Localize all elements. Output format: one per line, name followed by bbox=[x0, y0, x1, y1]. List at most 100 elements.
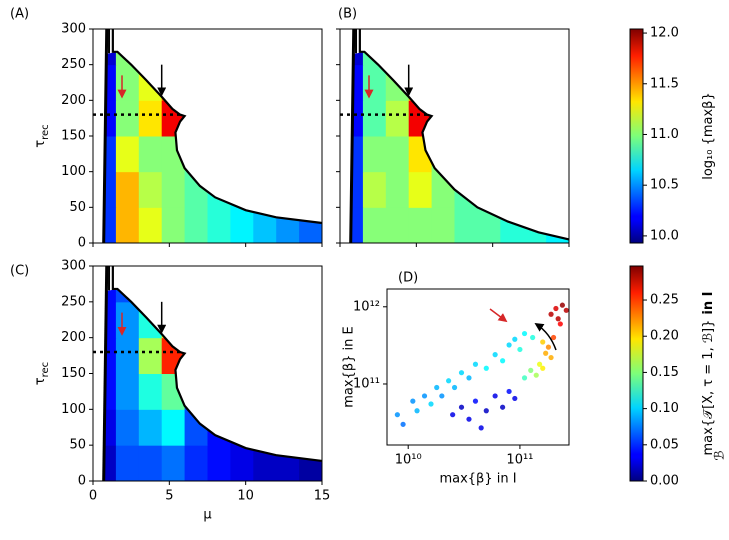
point bbox=[434, 384, 440, 391]
point bbox=[492, 352, 498, 358]
boundary bbox=[358, 29, 570, 241]
colorbar-tick-label: 10.5 bbox=[650, 178, 679, 193]
heat-cell bbox=[184, 207, 208, 244]
heat-cell bbox=[253, 409, 277, 446]
colorbar-tick-label: 0.10 bbox=[650, 401, 679, 416]
point bbox=[545, 344, 552, 350]
point bbox=[439, 393, 445, 399]
colorbar-label: log₁₀ {maxβ} bbox=[701, 92, 716, 180]
heat-cell bbox=[115, 100, 140, 137]
heat-cell bbox=[103, 409, 117, 446]
heat-cell bbox=[362, 171, 387, 208]
panel-label: (A) bbox=[10, 7, 29, 22]
point bbox=[563, 307, 569, 313]
y-tick-label: 100 bbox=[61, 164, 86, 179]
arrow bbox=[534, 323, 557, 351]
heat-cell bbox=[138, 207, 163, 244]
colorbar-tick-label: 10.0 bbox=[650, 228, 679, 243]
heat-cell bbox=[115, 207, 140, 244]
point bbox=[506, 342, 512, 348]
heat-cell bbox=[523, 207, 547, 244]
boundary bbox=[349, 28, 356, 244]
y-tick-label: 0 bbox=[78, 236, 86, 251]
point bbox=[553, 305, 559, 312]
heat-cell bbox=[161, 409, 186, 446]
panel-label: (D) bbox=[398, 271, 418, 286]
point bbox=[555, 316, 561, 322]
y-label-symbol: τ bbox=[33, 377, 48, 385]
heat-cell bbox=[385, 171, 410, 208]
point bbox=[483, 408, 489, 414]
point bbox=[483, 365, 489, 371]
colorbar-tick-label: 0.00 bbox=[650, 474, 679, 489]
point bbox=[548, 354, 554, 361]
point bbox=[446, 378, 452, 384]
colorbar-tick-label: 0.15 bbox=[650, 365, 679, 380]
point bbox=[540, 339, 546, 345]
point bbox=[421, 393, 428, 399]
heat-cell bbox=[207, 207, 231, 244]
x-tick-label: 10 bbox=[237, 489, 254, 504]
heat-cell bbox=[454, 171, 478, 208]
heat-cell bbox=[103, 171, 117, 208]
y-axis-label: τrec bbox=[33, 362, 52, 385]
heat-cell bbox=[115, 337, 140, 374]
colorbar-tick-label: 11.5 bbox=[650, 76, 679, 91]
heat-cell bbox=[161, 445, 186, 481]
y-tick-label: 50 bbox=[69, 200, 86, 215]
point bbox=[428, 401, 434, 407]
heat-cell bbox=[138, 136, 163, 173]
heat-cell bbox=[385, 207, 410, 244]
colorbar-label: max{𝒯[X, τ = 1, ℬ]} in I bbox=[701, 292, 716, 456]
y-tick-label: 10¹² bbox=[353, 299, 380, 314]
heat-cell bbox=[103, 373, 117, 410]
y-tick-label: 150 bbox=[61, 129, 86, 144]
point bbox=[536, 361, 543, 367]
heat-cell bbox=[477, 171, 501, 208]
heat-cell bbox=[276, 445, 300, 481]
heat-cell bbox=[408, 64, 433, 101]
y-label-subscript: rec bbox=[40, 124, 51, 140]
point bbox=[528, 367, 534, 373]
y-tick-label: 0 bbox=[78, 474, 86, 489]
x-tick-label: 0 bbox=[89, 489, 97, 504]
x-tick-label: 5 bbox=[165, 489, 173, 504]
heat-cell bbox=[362, 136, 387, 173]
heat-cell bbox=[161, 301, 186, 339]
heat-cell bbox=[207, 445, 231, 481]
point bbox=[394, 412, 400, 418]
heat-cell bbox=[385, 64, 410, 101]
x-axis-label: μ bbox=[203, 508, 211, 523]
heat-cell bbox=[362, 51, 387, 66]
boundary bbox=[102, 28, 109, 244]
colorbar-tick-label: 11.0 bbox=[650, 127, 679, 142]
heat-cell bbox=[103, 445, 117, 481]
point bbox=[533, 372, 539, 378]
colorbar-tick-label: 0.20 bbox=[650, 329, 679, 344]
y-tick-label: 300 bbox=[61, 259, 86, 274]
heat-cell bbox=[138, 100, 163, 137]
x-tick-label: 10¹⁰ bbox=[395, 453, 422, 468]
panel-label: (B) bbox=[338, 7, 357, 22]
heat-cell bbox=[138, 171, 163, 208]
y-tick-label: 10¹¹ bbox=[353, 376, 380, 391]
y-tick-label: 50 bbox=[69, 438, 86, 453]
x-tick-label: 10¹¹ bbox=[506, 453, 533, 468]
heat-cell bbox=[230, 409, 254, 446]
x-axis-label: max{β} in I bbox=[439, 472, 516, 487]
point bbox=[466, 375, 472, 381]
heat-cell bbox=[115, 51, 140, 66]
heat-cell bbox=[161, 171, 186, 208]
point bbox=[548, 311, 554, 317]
y-axis-label: max{β} in E bbox=[342, 326, 357, 408]
heat-cell bbox=[230, 207, 254, 244]
point bbox=[400, 421, 406, 427]
point bbox=[517, 346, 523, 353]
heat-cell bbox=[138, 373, 163, 410]
point bbox=[466, 416, 472, 422]
point bbox=[512, 336, 518, 342]
heat-cell bbox=[454, 207, 478, 244]
point bbox=[458, 404, 465, 410]
heat-cell bbox=[115, 288, 140, 303]
point bbox=[506, 388, 512, 395]
